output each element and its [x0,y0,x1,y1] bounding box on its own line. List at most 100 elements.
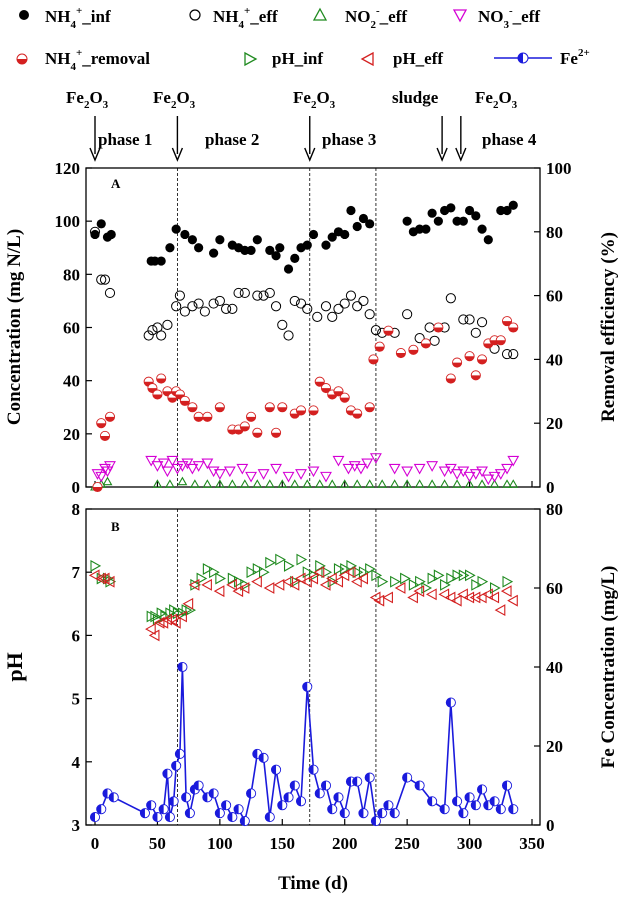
point-ph-inf [433,569,445,582]
point-nh4-eff [312,311,323,322]
point-no3-eff [201,458,214,470]
point-ph-eff [301,575,312,588]
x-tick-label: 200 [332,834,358,853]
point-fe2 [239,816,250,827]
point-nh4-eff [508,348,519,360]
point-nh4-removal [152,389,163,400]
point-fe2 [320,780,332,791]
point-ph-inf [275,553,286,566]
point-nh4-removal [408,344,419,355]
point-nh4-removal [383,325,394,336]
point-no3-eff [307,466,320,478]
point-ph-inf [102,572,114,585]
point-fe2 [233,804,244,815]
point-fe2 [383,800,394,811]
point-nh4-eff [214,295,225,307]
point-no3-eff [245,471,258,483]
point-nh4-inf [275,243,285,253]
point-fe2 [246,788,257,799]
point-nh4-removal [277,402,288,413]
y-tick-label: 0 [72,478,81,497]
panel-b-label: B [111,519,120,534]
point-ph-inf [377,575,389,588]
point-nh4-eff [364,309,375,320]
event-arrow [436,116,448,162]
point-nh4-eff [501,348,513,360]
event-arrows [89,116,467,162]
point-fe2 [177,661,188,673]
point-no2-eff [102,476,113,486]
point-nh4-eff [174,290,186,301]
point-no3-eff [104,461,116,472]
point-nh4-eff [104,287,116,299]
point-nh4-removal [239,421,250,432]
point-nh4-removal [320,383,332,394]
point-nh4-eff [402,309,413,320]
point-ph-eff [161,613,172,626]
point-fe2 [96,804,107,815]
point-nh4-inf [187,235,197,245]
y2-tick-label: 20 [546,737,563,756]
point-no2-eff [214,479,225,488]
point-no3-eff [444,463,457,475]
point-fe2 [264,812,275,823]
point-no3-eff [463,471,476,483]
point-no2-eff [364,479,375,488]
panel-b-marks [88,553,519,827]
point-nh4-eff [96,274,107,285]
point-nh4-inf [352,221,362,232]
point-ph-inf [156,607,168,620]
point-nh4-eff [179,306,190,317]
point-nh4-removal [270,427,282,438]
point-no3-eff [236,463,249,475]
point-no2-eff [464,479,475,488]
point-no3-eff [438,466,451,478]
point-nh4-eff [414,333,425,344]
point-nh4-removal [477,354,488,365]
point-ph-eff [357,572,368,585]
point-nh4-inf [90,229,100,240]
point-fe2 [89,812,101,823]
legend-ph-inf-marker [244,51,258,67]
point-ph-eff [488,591,500,604]
point-nh4-eff [258,290,269,301]
legend-nh4-eff-marker [189,9,201,21]
point-nh4-eff [327,311,338,322]
point-fe2 [458,808,469,819]
y2-tick-label: 0 [546,478,555,497]
point-no2-eff [177,476,188,486]
point-no3-eff [223,466,236,478]
point-nh4-removal [264,402,275,413]
panel-a-y2label: Removal efficiency (%) [598,232,619,422]
point-no2-eff [389,479,400,488]
point-ph-inf [333,563,345,575]
point-fe2 [414,780,425,791]
event-label-fe2o3-4: Fe2O3 [475,88,518,111]
x-tick-label: 50 [149,834,166,853]
point-no3-eff [451,469,464,480]
point-ph-eff [232,585,244,598]
point-nh4-removal [314,376,325,387]
point-no3-eff [213,469,226,480]
point-ph-inf [489,582,501,594]
point-nh4-removal [92,481,103,493]
legend-ph-eff-marker [360,51,374,67]
point-ph-eff [450,594,462,607]
point-nh4-inf [290,253,300,263]
point-nh4-inf [446,203,456,213]
point-no2-eff [227,479,238,488]
point-ph-eff [148,629,160,642]
point-no2-eff [477,479,488,488]
point-nh4-eff [221,303,232,314]
point-nh4-removal [246,411,257,422]
point-nh4-inf [106,229,116,240]
panel-b-frame [85,508,541,826]
point-no3-eff [186,463,199,475]
point-nh4-removal [395,347,406,359]
point-nh4-removal [352,408,363,419]
point-no3-eff [401,466,414,478]
point-fe2 [146,800,157,811]
legend-no2-eff: NO2-_eff [312,5,407,31]
y2-tick-label: 40 [546,350,563,369]
point-ph-inf [265,556,276,569]
